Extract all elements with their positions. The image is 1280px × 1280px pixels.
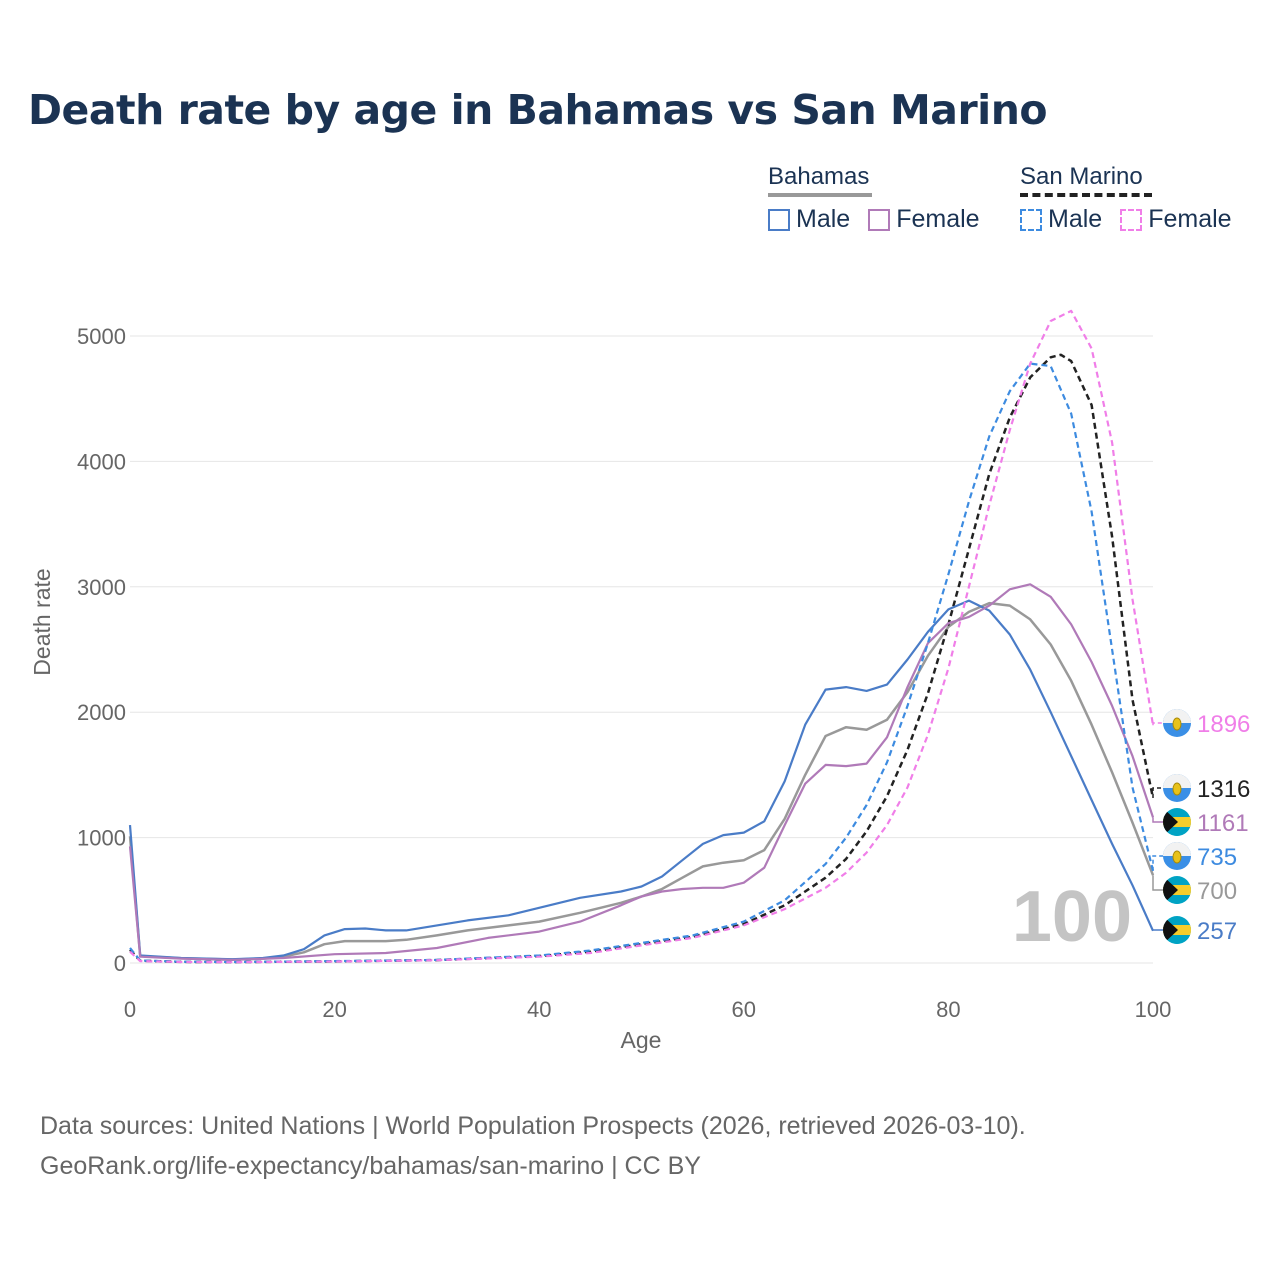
flag-emblem bbox=[1172, 850, 1182, 864]
legend-swatch bbox=[868, 208, 891, 231]
y-tick-label: 3000 bbox=[77, 575, 126, 600]
source-line-1: Data sources: United Nations | World Pop… bbox=[40, 1112, 1026, 1140]
flag-band-bottom bbox=[1163, 827, 1191, 836]
bahamas-flag-icon bbox=[1163, 916, 1191, 944]
legend-item-san-marino-female[interactable]: Female bbox=[1120, 205, 1232, 234]
y-axis-label: Death rate bbox=[29, 568, 55, 675]
legend-label: Female bbox=[1148, 205, 1232, 233]
flag-band-bottom bbox=[1163, 935, 1191, 944]
end-marker-connector bbox=[1152, 722, 1165, 726]
bahamas-flag-icon bbox=[1163, 876, 1191, 904]
flag-band-bottom bbox=[1163, 895, 1191, 904]
flag-triangle bbox=[1163, 916, 1178, 944]
x-tick-label: 40 bbox=[527, 997, 551, 1022]
chart-title: Death rate by age in Bahamas vs San Mari… bbox=[28, 86, 1048, 134]
end-marker-connector bbox=[1152, 787, 1165, 798]
chart-plot: 0 1000 2000 3000 4000 5000 0 20 40 60 80 100 Age D… bbox=[29, 309, 1250, 1053]
bahamas-flag-icon bbox=[1163, 808, 1191, 836]
flag-emblem bbox=[1172, 782, 1182, 796]
y-tick-labels: 0 1000 2000 3000 4000 5000 bbox=[77, 324, 126, 976]
x-axis-label: Age bbox=[621, 1027, 662, 1053]
y-tick-label: 0 bbox=[114, 951, 126, 976]
x-tick-label: 100 bbox=[1135, 997, 1172, 1022]
y-tick-label: 2000 bbox=[77, 700, 126, 725]
flag-top-band bbox=[1163, 774, 1191, 788]
legend-label: Male bbox=[796, 205, 851, 233]
flag-emblem bbox=[1172, 717, 1182, 731]
legend-group-bahamas[interactable]: Bahamas Male Female bbox=[768, 163, 980, 234]
series-line-san-marino-female[interactable] bbox=[129, 309, 1155, 964]
x-tick-label: 80 bbox=[936, 997, 960, 1022]
legend-item-san-marino-male[interactable]: Male bbox=[1020, 205, 1102, 234]
legend-group-title: San Marino bbox=[1020, 163, 1143, 190]
series-line-bahamas-both-sexes[interactable] bbox=[128, 601, 1155, 961]
end-marker-connector bbox=[1152, 817, 1165, 823]
x-tick-label: 20 bbox=[322, 997, 346, 1022]
series-line-bahamas-female[interactable] bbox=[128, 583, 1155, 961]
end-value-label: 735 bbox=[1197, 844, 1237, 871]
legend-item-bahamas-male[interactable]: Male bbox=[768, 205, 850, 234]
end-value-label: 257 bbox=[1197, 918, 1237, 945]
legend-item-bahamas-female[interactable]: Female bbox=[868, 205, 980, 234]
legend-group-line bbox=[1020, 193, 1152, 197]
flag-triangle bbox=[1163, 808, 1178, 836]
end-value-label: 700 bbox=[1197, 878, 1237, 905]
x-tick-label: 0 bbox=[124, 997, 136, 1022]
legend-group-san-marino[interactable]: San Marino Male Female bbox=[1020, 163, 1232, 234]
end-value-label: 1896 bbox=[1197, 711, 1250, 738]
legend-label: Male bbox=[1048, 205, 1103, 233]
legend-group-title: Bahamas bbox=[768, 163, 870, 190]
flag-top-band bbox=[1163, 709, 1191, 723]
source-note: Data sources: United Nations | World Pop… bbox=[40, 1106, 1026, 1186]
end-marker-connector bbox=[1152, 875, 1165, 891]
grid-lines bbox=[130, 335, 1153, 964]
y-tick-label: 5000 bbox=[77, 324, 126, 349]
flag-top-band bbox=[1163, 842, 1191, 856]
series-line-san-marino-both-sexes[interactable] bbox=[129, 353, 1155, 964]
end-markers: 1896 1316 1161 735 700 257 bbox=[1152, 709, 1250, 945]
end-value-label: 1316 bbox=[1197, 776, 1250, 803]
current-age-watermark: 100 bbox=[1012, 877, 1132, 957]
x-tick-label: 60 bbox=[732, 997, 756, 1022]
series-line-san-marino-male[interactable] bbox=[129, 362, 1155, 964]
legend-swatch bbox=[768, 208, 790, 231]
end-marker-connector bbox=[1152, 929, 1165, 931]
legend-label: Female bbox=[896, 205, 980, 233]
flag-triangle bbox=[1163, 876, 1178, 904]
y-tick-label: 1000 bbox=[77, 826, 126, 851]
y-tick-label: 4000 bbox=[77, 449, 126, 474]
series-lines bbox=[128, 309, 1155, 964]
x-tick-labels: 0 20 40 60 80 100 bbox=[124, 997, 1171, 1022]
legend-swatch bbox=[1020, 208, 1042, 231]
end-value-label: 1161 bbox=[1197, 810, 1249, 837]
legend-swatch bbox=[1120, 208, 1143, 231]
source-line-2[interactable]: GeoRank.org/life-expectancy/bahamas/san-… bbox=[40, 1152, 701, 1180]
series-line-bahamas-male[interactable] bbox=[128, 599, 1155, 961]
end-marker-connector bbox=[1152, 855, 1165, 871]
legend-group-line bbox=[768, 193, 872, 197]
